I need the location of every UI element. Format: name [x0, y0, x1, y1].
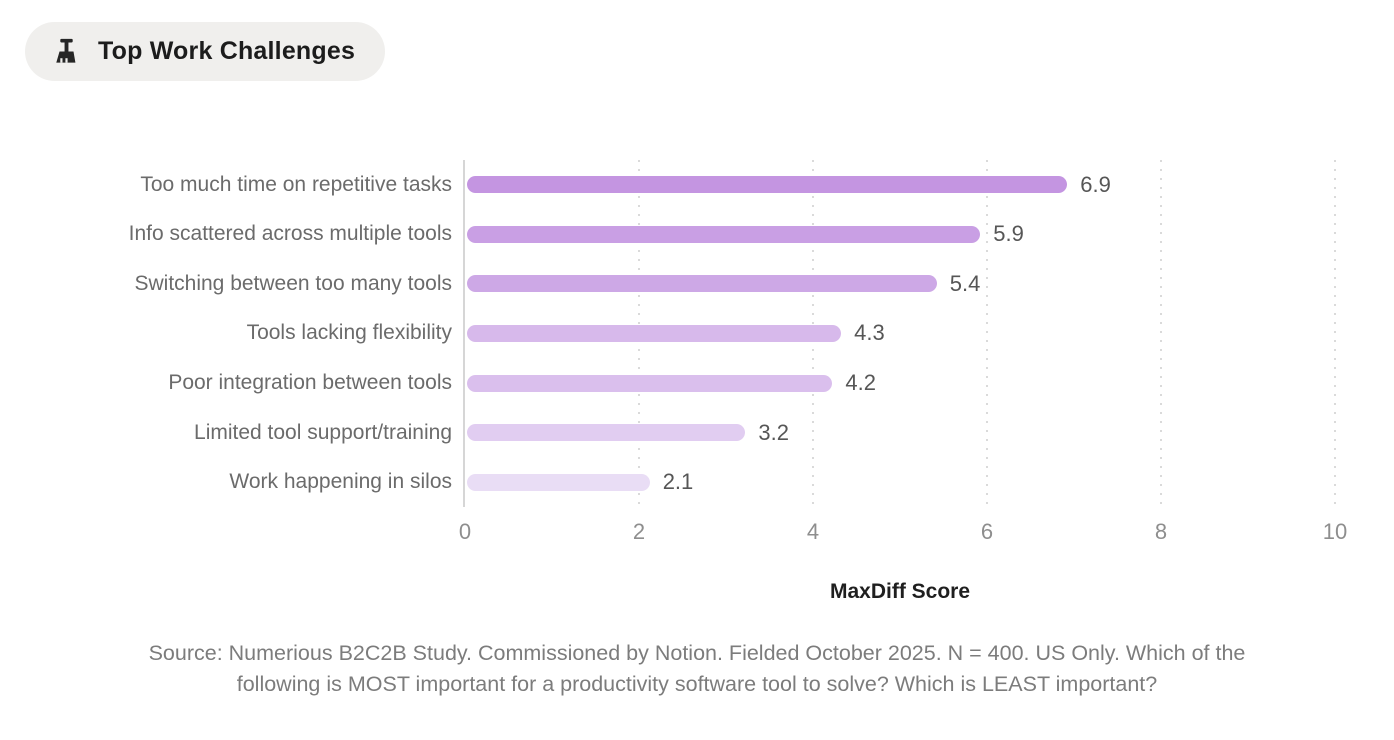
gridline [986, 160, 988, 507]
x-tick-label: 0 [458, 519, 472, 544]
x-tick-label: 8 [1154, 519, 1168, 544]
x-tick-label: 6 [980, 519, 994, 544]
bar-rows: Too much time on repetitive tasks 6.9 Info… [0, 160, 1394, 507]
bar [467, 374, 833, 392]
bar [467, 424, 746, 442]
bar [467, 176, 1068, 194]
bar-track: 5.9 [465, 210, 1335, 260]
bar [467, 473, 650, 491]
x-axis-title: MaxDiff Score [829, 580, 971, 603]
bar-track: 3.2 [465, 408, 1335, 458]
bar-row: Too much time on repetitive tasks 6.9 [0, 160, 1394, 210]
chart-title-badge: Top Work Challenges [25, 22, 386, 81]
y-axis-line [463, 160, 465, 507]
value-label: 2.1 [662, 469, 694, 495]
category-label: Switching between too many tools [134, 271, 452, 295]
value-label: 5.9 [993, 221, 1024, 247]
value-label: 4.3 [854, 320, 885, 346]
value-label: 5.4 [949, 270, 981, 296]
category-label: Poor integration between tools [168, 371, 452, 395]
gridline [1334, 160, 1336, 507]
category-label: Tools lacking flexibility [246, 321, 452, 345]
source-line: following is MOST important for a produc… [236, 672, 1158, 696]
bar-row: Tools lacking flexibility 4.3 [0, 309, 1394, 359]
bar-track: 2.1 [465, 457, 1335, 507]
x-tick-label: 10 [1322, 519, 1348, 544]
category-label: Too much time on repetitive tasks [140, 172, 452, 196]
x-axis-ticks: 0 2 4 6 8 10 [459, 519, 1347, 547]
bar [467, 225, 981, 243]
bar [467, 324, 842, 342]
chart-title: Top Work Challenges [98, 37, 356, 65]
bar-row: Limited tool support/training 3.2 [0, 408, 1394, 458]
gridline [1160, 160, 1162, 507]
bar-track: 5.4 [465, 259, 1335, 309]
category-label: Info scattered across multiple tools [128, 222, 452, 246]
bar-track: 4.2 [465, 358, 1335, 408]
bar-track: 6.9 [465, 160, 1335, 210]
bar [467, 275, 937, 293]
bar-row: Info scattered across multiple tools 5.9 [0, 210, 1394, 260]
plot-area: Too much time on repetitive tasks 6.9 Info… [0, 160, 1394, 507]
bar-row: Poor integration between tools 4.2 [0, 358, 1394, 408]
x-tick-label: 4 [806, 519, 820, 544]
value-label: 4.2 [845, 370, 876, 396]
category-label: Limited tool support/training [194, 420, 452, 444]
source-line: Source: Numerious B2C2B Study. Commissio… [148, 641, 1246, 665]
x-tick-label: 2 [632, 519, 646, 544]
bar-track: 4.3 [465, 309, 1335, 359]
bar-row: Work happening in silos 2.1 [0, 457, 1394, 507]
broom-icon [51, 36, 82, 67]
source-note: Source: Numerious B2C2B Study. Commissio… [0, 638, 1394, 700]
value-label: 6.9 [1080, 171, 1111, 197]
value-label: 3.2 [758, 419, 789, 445]
category-label: Work happening in silos [229, 470, 452, 494]
bar-row: Switching between too many tools 5.4 [0, 259, 1394, 309]
